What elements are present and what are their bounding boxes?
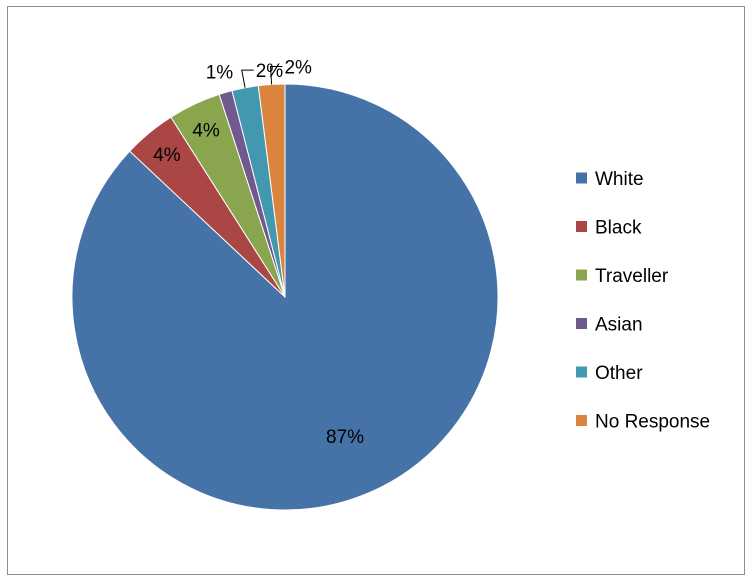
- pie-slices: [71, 83, 499, 511]
- legend: White Black Traveller Asian Other No Response: [576, 169, 710, 433]
- data-label-traveller: 4%: [192, 120, 220, 141]
- legend-swatch-black: [576, 221, 587, 232]
- legend-swatch-asian: [576, 318, 587, 329]
- legend-item-black: Black: [576, 218, 642, 239]
- legend-swatch-no-response: [576, 415, 587, 426]
- legend-label-black: Black: [595, 218, 642, 239]
- data-label-no-response: 2%: [284, 57, 312, 78]
- pie-slice-no-response: [257, 83, 286, 298]
- legend-item-other: Other: [576, 363, 643, 384]
- legend-swatch-traveller: [576, 269, 587, 281]
- leader-line-no-response: [269, 65, 283, 85]
- leader-lines: [241, 65, 283, 88]
- data-label-other: 2%: [256, 61, 284, 82]
- legend-label-white: White: [595, 169, 644, 190]
- legend-swatch-white: [576, 172, 587, 184]
- legend-item-white: White: [576, 169, 644, 190]
- legend-item-no-response: No Response: [576, 412, 710, 433]
- data-labels: 87% 4% 4% 1% 2% 2%: [153, 57, 364, 447]
- data-label-black: 4%: [153, 145, 181, 166]
- data-label-asian: 1%: [206, 62, 234, 83]
- legend-label-asian: Asian: [595, 315, 643, 336]
- legend-label-other: Other: [595, 363, 643, 384]
- legend-swatch-other: [576, 366, 587, 378]
- legend-item-traveller: Traveller: [576, 266, 669, 287]
- data-label-white: 87%: [326, 427, 364, 448]
- legend-label-traveller: Traveller: [595, 266, 669, 287]
- legend-label-no-response: No Response: [595, 412, 710, 433]
- legend-item-asian: Asian: [576, 315, 643, 336]
- leader-line-other: [241, 69, 254, 88]
